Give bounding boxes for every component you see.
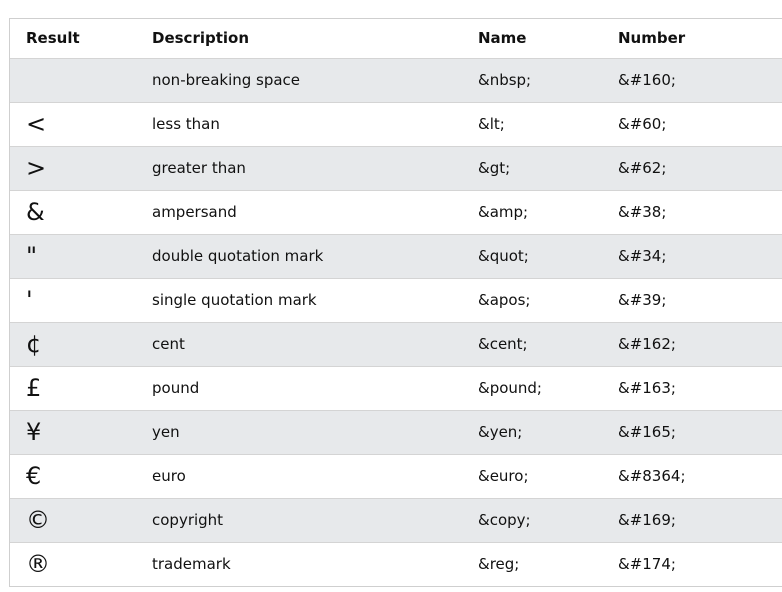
cell-number: &#160; xyxy=(618,71,676,89)
cell-description: trademark xyxy=(152,555,231,574)
cell-description: copyright xyxy=(152,511,224,529)
table-row: ¢ cent &cent; &#162; xyxy=(10,322,782,366)
cell-description: double quotation mark xyxy=(152,247,324,265)
cell-number: &#34; xyxy=(618,247,667,265)
cell-name: &lt; xyxy=(478,115,505,133)
cell-number: &#165; xyxy=(618,423,676,441)
header-description: Description xyxy=(136,19,462,58)
cell-number: &#38; xyxy=(618,203,667,221)
table-row: ® trademark &reg; &#174; xyxy=(10,542,782,586)
cell-number: &#163; xyxy=(618,379,676,397)
cell-number: &#62; xyxy=(618,159,667,177)
cell-result: & xyxy=(26,198,45,226)
table-row: " double quotation mark &quot; &#34; xyxy=(10,234,782,278)
cell-result: " xyxy=(26,242,38,270)
table-row: ' single quotation mark &apos; &#39; xyxy=(10,278,782,322)
cell-description: non-breaking space xyxy=(152,71,301,89)
header-name: Name xyxy=(462,19,602,58)
cell-description: euro xyxy=(152,467,186,485)
cell-name: &reg; xyxy=(478,555,520,574)
entities-table-container: Result Description Name Number non-break… xyxy=(9,18,782,587)
cell-number: &#8364; xyxy=(618,467,686,485)
table-row: ¥ yen &yen; &#165; xyxy=(10,410,782,454)
header-number: Number xyxy=(602,19,782,58)
table-row: > greater than &gt; &#62; xyxy=(10,146,782,190)
cell-result xyxy=(10,58,136,102)
cell-description: less than xyxy=(152,115,220,133)
html-entities-table: Result Description Name Number non-break… xyxy=(10,19,782,586)
cell-description: single quotation mark xyxy=(152,291,317,309)
cell-description: yen xyxy=(152,423,180,441)
cell-description: ampersand xyxy=(152,203,237,221)
cell-name: &cent; xyxy=(478,335,528,353)
table-header-row: Result Description Name Number xyxy=(10,19,782,58)
table-row: © copyright &copy; &#169; xyxy=(10,498,782,542)
table-row: non-breaking space &nbsp; &#160; xyxy=(10,58,782,102)
cell-name: &copy; xyxy=(478,511,531,529)
table-row: € euro &euro; &#8364; xyxy=(10,454,782,498)
cell-result: > xyxy=(26,154,47,182)
cell-result: < xyxy=(26,110,47,138)
table-row: < less than &lt; &#60; xyxy=(10,102,782,146)
table-row: £ pound &pound; &#163; xyxy=(10,366,782,410)
cell-description: cent xyxy=(152,335,185,353)
cell-result: ® xyxy=(26,550,50,579)
cell-name: &amp; xyxy=(478,203,529,221)
cell-number: &#174; xyxy=(618,555,676,574)
cell-number: &#39; xyxy=(618,291,667,309)
cell-number: &#162; xyxy=(618,335,676,353)
cell-description: greater than xyxy=(152,159,246,177)
cell-number: &#169; xyxy=(618,511,676,529)
cell-name: &euro; xyxy=(478,467,529,485)
cell-description: pound xyxy=(152,379,200,397)
cell-result: ¥ xyxy=(26,418,42,446)
table-row: & ampersand &amp; &#38; xyxy=(10,190,782,234)
header-result: Result xyxy=(10,19,136,58)
cell-result: £ xyxy=(26,374,42,402)
cell-name: &gt; xyxy=(478,159,511,177)
cell-result: € xyxy=(26,462,42,490)
cell-number: &#60; xyxy=(618,115,667,133)
cell-result: ¢ xyxy=(26,330,42,358)
cell-name: &quot; xyxy=(478,247,529,265)
cell-result: © xyxy=(26,506,50,534)
cell-name: &nbsp; xyxy=(478,71,532,89)
cell-name: &pound; xyxy=(478,379,542,397)
cell-name: &apos; xyxy=(478,291,531,309)
cell-name: &yen; xyxy=(478,423,523,441)
cell-result: ' xyxy=(26,286,33,314)
